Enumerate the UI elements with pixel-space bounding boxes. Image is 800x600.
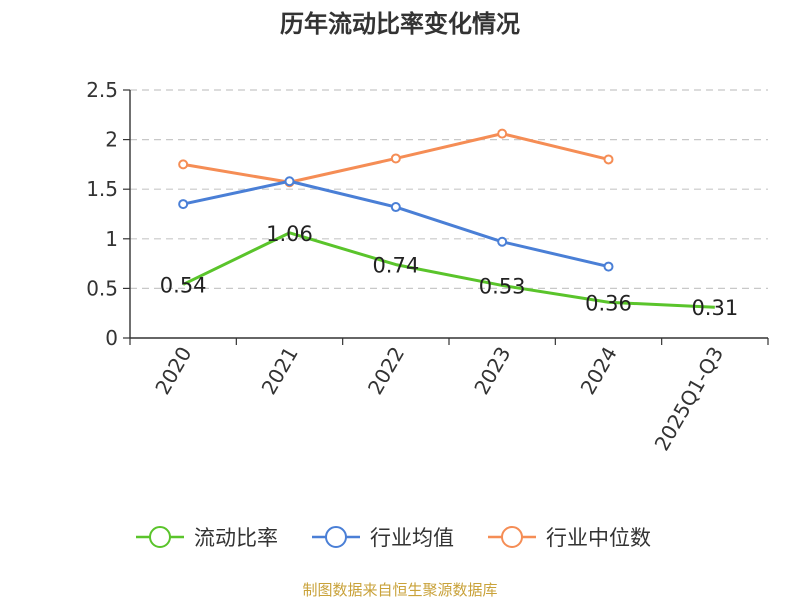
data-point[interactable] — [178, 159, 189, 170]
legend[interactable]: 流动比率 行业均值 行业中位数 — [136, 526, 651, 550]
legend-item[interactable]: 流动比率 — [136, 526, 278, 550]
y-tick-label: 0.5 — [86, 276, 118, 300]
data-label: 0.53 — [479, 274, 526, 298]
data-point[interactable] — [390, 153, 401, 164]
gridlines — [130, 89, 768, 289]
series-group — [178, 128, 715, 309]
y-tick-label: 2 — [105, 128, 118, 152]
y-tick-label: 1 — [105, 227, 118, 251]
x-tick-label: 2022 — [363, 343, 409, 399]
data-point[interactable] — [497, 128, 508, 139]
legend-marker-icon — [149, 526, 171, 548]
legend-item[interactable]: 行业中位数 — [488, 526, 651, 550]
legend-marker-icon — [325, 526, 347, 548]
data-point[interactable] — [178, 199, 189, 210]
data-labels: 0.54 1.06 0.74 0.53 0.36 0.31 — [160, 222, 738, 320]
data-label: 0.54 — [160, 273, 207, 297]
x-tick-label: 2023 — [469, 342, 515, 398]
legend-label: 行业中位数 — [546, 526, 651, 550]
legend-marker-icon — [501, 526, 523, 548]
data-point[interactable] — [603, 261, 614, 272]
data-label: 1.06 — [266, 222, 313, 246]
x-tick-label: 2024 — [576, 343, 622, 399]
x-tick-label: 2025Q1-Q3 — [649, 343, 728, 455]
data-point[interactable] — [390, 202, 401, 213]
source-note: 制图数据来自恒生聚源数据库 — [302, 581, 497, 599]
data-point[interactable] — [497, 236, 508, 247]
data-label: 0.36 — [585, 291, 632, 315]
legend-item[interactable]: 行业均值 — [312, 526, 454, 550]
legend-label: 流动比率 — [194, 526, 278, 550]
series-line-current-ratio — [182, 231, 715, 309]
chart-title: 历年流动比率变化情况 — [280, 10, 520, 38]
y-tick-label: 2.5 — [86, 78, 118, 102]
legend-label: 行业均值 — [370, 526, 454, 550]
y-tick-label: 1.5 — [86, 177, 118, 201]
y-tick-label: 0 — [105, 326, 118, 350]
data-point[interactable] — [603, 154, 614, 165]
x-tick-label: 2020 — [150, 343, 196, 399]
data-point[interactable] — [284, 176, 295, 187]
data-label: 0.31 — [691, 296, 738, 320]
axes: 0 0.5 1 1.5 2 2.5 2020 2021 2022 2023 2024 2025Q1-Q… — [86, 78, 769, 455]
x-tick-label: 2021 — [257, 343, 303, 399]
data-label: 0.74 — [372, 254, 419, 278]
